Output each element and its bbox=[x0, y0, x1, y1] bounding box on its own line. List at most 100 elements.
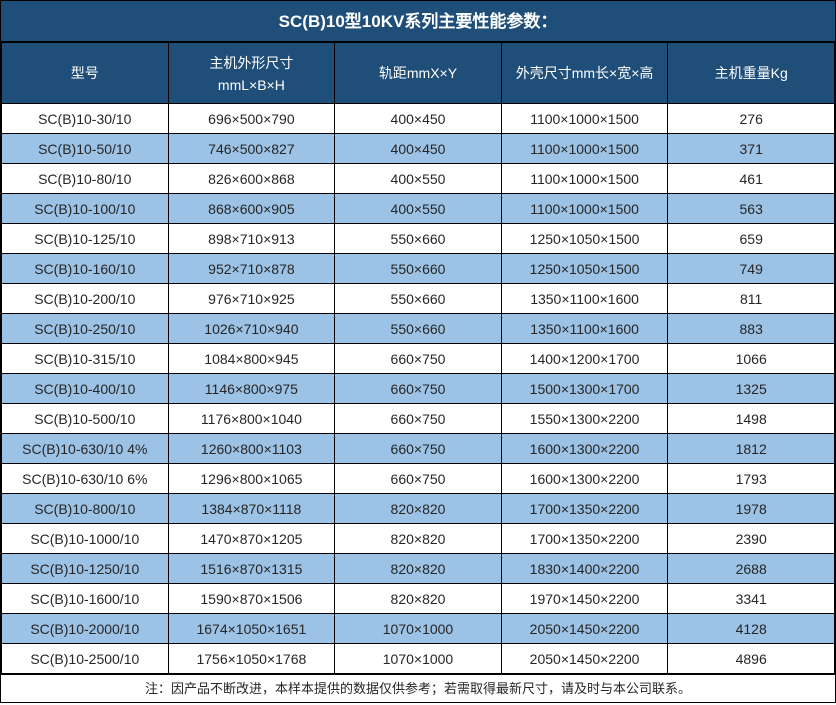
rail-gauge-cell: 660×750 bbox=[334, 463, 502, 494]
col-header-label: 主机重量Kg bbox=[714, 65, 788, 81]
weight-cell: 749 bbox=[667, 253, 835, 284]
model-cell: SC(B)10-500/10 bbox=[1, 403, 169, 434]
model-cell: SC(B)10-800/10 bbox=[1, 493, 169, 524]
shell-size-cell: 1700×1350×2200 bbox=[500, 523, 669, 554]
table-row: SC(B)10-80/10 826×600×868 400×550 1100×1… bbox=[1, 163, 835, 194]
shell-size-cell: 1100×1000×1500 bbox=[500, 103, 669, 134]
dimensions-cell: 1516×870×1315 bbox=[167, 553, 336, 584]
rail-gauge-cell: 660×750 bbox=[334, 343, 502, 374]
model-cell: SC(B)10-100/10 bbox=[1, 193, 169, 224]
table-row: SC(B)10-100/10 868×600×905 400×550 1100×… bbox=[1, 193, 835, 224]
table-row: SC(B)10-50/10 746×500×827 400×450 1100×1… bbox=[1, 133, 835, 164]
model-cell: SC(B)10-400/10 bbox=[1, 373, 169, 404]
table-row: SC(B)10-125/10 898×710×913 550×660 1250×… bbox=[1, 223, 835, 254]
model-cell: SC(B)10-630/10 4% bbox=[1, 433, 169, 464]
col-header-dimensions: 主机外形尺寸 mmL×B×H bbox=[167, 42, 336, 104]
rail-gauge-cell: 550×660 bbox=[334, 313, 502, 344]
rail-gauge-cell: 550×660 bbox=[334, 283, 502, 314]
shell-size-cell: 2050×1450×2200 bbox=[500, 643, 669, 674]
model-cell: SC(B)10-80/10 bbox=[1, 163, 169, 194]
rail-gauge-cell: 660×750 bbox=[334, 403, 502, 434]
col-header-shell-size: 外壳尺寸mm长×宽×高 bbox=[500, 42, 669, 104]
dimensions-cell: 1674×1050×1651 bbox=[167, 613, 336, 644]
model-cell: SC(B)10-250/10 bbox=[1, 313, 169, 344]
model-cell: SC(B)10-315/10 bbox=[1, 343, 169, 374]
table-row: SC(B)10-315/10 1084×800×945 660×750 1400… bbox=[1, 343, 835, 374]
rail-gauge-cell: 820×820 bbox=[334, 493, 502, 524]
model-cell: SC(B)10-630/10 6% bbox=[1, 463, 169, 494]
shell-size-cell: 1100×1000×1500 bbox=[500, 133, 669, 164]
dimensions-cell: 976×710×925 bbox=[167, 283, 336, 314]
dimensions-cell: 1384×870×1118 bbox=[167, 493, 336, 524]
weight-cell: 2390 bbox=[667, 523, 835, 554]
model-cell: SC(B)10-2500/10 bbox=[1, 643, 169, 674]
weight-cell: 1498 bbox=[667, 403, 835, 434]
table-header: 型号 主机外形尺寸 mmL×B×H 轨距mmX×Y 外壳尺寸mm长×宽×高 主机… bbox=[1, 42, 835, 104]
footer-note: 注：因产品不断改进，本样本提供的数据仅供参考；若需取得最新尺寸，请及时与本公司联… bbox=[1, 674, 835, 702]
rail-gauge-cell: 400×450 bbox=[334, 133, 502, 164]
weight-cell: 2688 bbox=[667, 553, 835, 584]
shell-size-cell: 1600×1300×2200 bbox=[500, 433, 669, 464]
shell-size-cell: 1700×1350×2200 bbox=[500, 493, 669, 524]
shell-size-cell: 1100×1000×1500 bbox=[500, 163, 669, 194]
table-row: SC(B)10-630/10 6% 1296×800×1065 660×750 … bbox=[1, 463, 835, 494]
weight-cell: 371 bbox=[667, 133, 835, 164]
model-cell: SC(B)10-125/10 bbox=[1, 223, 169, 254]
shell-size-cell: 1500×1300×1700 bbox=[500, 373, 669, 404]
col-header-label: 主机外形尺寸 bbox=[209, 55, 294, 71]
dimensions-cell: 1756×1050×1768 bbox=[167, 643, 336, 674]
weight-cell: 1812 bbox=[667, 433, 835, 464]
rail-gauge-cell: 1070×1000 bbox=[334, 613, 502, 644]
dimensions-cell: 1146×800×975 bbox=[167, 373, 336, 404]
rail-gauge-cell: 820×820 bbox=[334, 583, 502, 614]
shell-size-cell: 1250×1050×1500 bbox=[500, 253, 669, 284]
table-row: SC(B)10-1600/10 1590×870×1506 820×820 19… bbox=[1, 583, 835, 614]
table-row: SC(B)10-30/10 696×500×790 400×450 1100×1… bbox=[1, 103, 835, 134]
col-header-label: 型号 bbox=[70, 65, 99, 81]
shell-size-cell: 1600×1300×2200 bbox=[500, 463, 669, 494]
dimensions-cell: 746×500×827 bbox=[167, 133, 336, 164]
table-row: SC(B)10-630/10 4% 1260×800×1103 660×750 … bbox=[1, 433, 835, 464]
weight-cell: 883 bbox=[667, 313, 835, 344]
shell-size-cell: 1100×1000×1500 bbox=[500, 193, 669, 224]
weight-cell: 811 bbox=[667, 283, 835, 314]
weight-cell: 1325 bbox=[667, 373, 835, 404]
rail-gauge-cell: 400×550 bbox=[334, 163, 502, 194]
shell-size-cell: 1550×1300×2200 bbox=[500, 403, 669, 434]
table-row: SC(B)10-1250/10 1516×870×1315 820×820 18… bbox=[1, 553, 835, 584]
rail-gauge-cell: 550×660 bbox=[334, 223, 502, 254]
table-row: SC(B)10-400/10 1146×800×975 660×750 1500… bbox=[1, 373, 835, 404]
rail-gauge-cell: 660×750 bbox=[334, 433, 502, 464]
model-cell: SC(B)10-50/10 bbox=[1, 133, 169, 164]
dimensions-cell: 1590×870×1506 bbox=[167, 583, 336, 614]
rail-gauge-cell: 1070×1000 bbox=[334, 643, 502, 674]
weight-cell: 4128 bbox=[667, 613, 835, 644]
rail-gauge-cell: 400×450 bbox=[334, 103, 502, 134]
col-header-label: 外壳尺寸mm长×宽×高 bbox=[515, 65, 654, 81]
dimensions-cell: 868×600×905 bbox=[167, 193, 336, 224]
table-row: SC(B)10-2000/10 1674×1050×1651 1070×1000… bbox=[1, 613, 835, 644]
model-cell: SC(B)10-160/10 bbox=[1, 253, 169, 284]
weight-cell: 276 bbox=[667, 103, 835, 134]
rail-gauge-cell: 820×820 bbox=[334, 553, 502, 584]
weight-cell: 3341 bbox=[667, 583, 835, 614]
weight-cell: 1793 bbox=[667, 463, 835, 494]
dimensions-cell: 1296×800×1065 bbox=[167, 463, 336, 494]
model-cell: SC(B)10-2000/10 bbox=[1, 613, 169, 644]
page-title: SC(B)10型10KV系列主要性能参数： bbox=[1, 1, 835, 42]
model-cell: SC(B)10-30/10 bbox=[1, 103, 169, 134]
table-body: SC(B)10-30/10 696×500×790 400×450 1100×1… bbox=[1, 103, 835, 674]
table-row: SC(B)10-2500/10 1756×1050×1768 1070×1000… bbox=[1, 643, 835, 674]
dimensions-cell: 1026×710×940 bbox=[167, 313, 336, 344]
weight-cell: 659 bbox=[667, 223, 835, 254]
col-header-label-line2: mmL×B×H bbox=[217, 77, 285, 93]
col-header-model: 型号 bbox=[1, 42, 169, 104]
table-row: SC(B)10-250/10 1026×710×940 550×660 1350… bbox=[1, 313, 835, 344]
model-cell: SC(B)10-1600/10 bbox=[1, 583, 169, 614]
rail-gauge-cell: 660×750 bbox=[334, 373, 502, 404]
shell-size-cell: 1970×1450×2200 bbox=[500, 583, 669, 614]
dimensions-cell: 1084×800×945 bbox=[167, 343, 336, 374]
spec-table: 型号 主机外形尺寸 mmL×B×H 轨距mmX×Y 外壳尺寸mm长×宽×高 主机… bbox=[1, 42, 835, 674]
dimensions-cell: 898×710×913 bbox=[167, 223, 336, 254]
